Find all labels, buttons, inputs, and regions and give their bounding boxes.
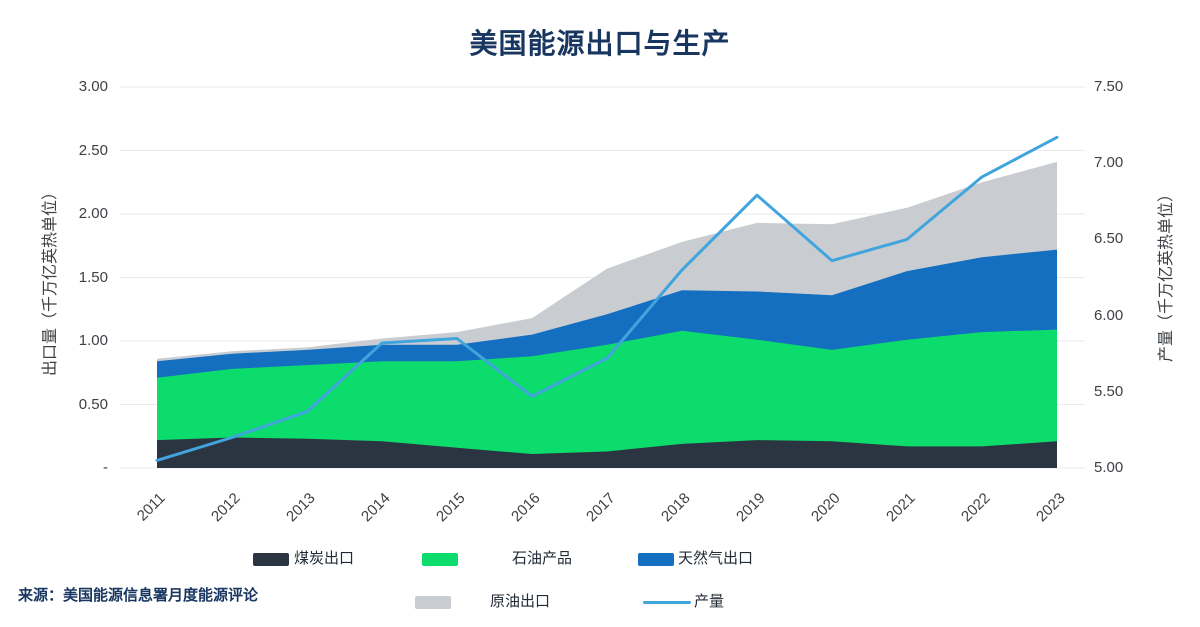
y-left-tick-label: 2.50 [78, 141, 108, 159]
y-left-tick-label: 1.50 [78, 268, 108, 286]
y-left-tick-label: 0.50 [78, 395, 108, 413]
y-left-tick-label: - [103, 459, 108, 476]
legend-label-petroleum: 石油产品 [512, 550, 573, 567]
source-text: 来源：美国能源信息署月度能源评论 [18, 587, 259, 604]
y-left-tick-label: 1.00 [78, 332, 108, 349]
y-right-tick-label: 7.00 [1094, 154, 1124, 172]
y-left-tick-label: 3.00 [78, 78, 108, 95]
y-right-tick-label: 7.50 [1094, 78, 1124, 95]
production-line [155, 135, 1059, 462]
legend-label-gas: 天然气出口 [678, 550, 754, 567]
area-petroleum [157, 329, 1057, 468]
legend-swatch-petroleum [422, 553, 458, 566]
y-left-tick-label: 2.00 [78, 205, 108, 222]
legend-swatch-gas [638, 553, 674, 566]
chart-title: 美国能源出口与生产 [469, 28, 731, 59]
legend-label-coal: 煤炭出口 [294, 550, 355, 567]
y-right-tick-label: 5.00 [1094, 459, 1124, 476]
legend-label-crude: 原油出口 [490, 593, 551, 610]
y-axis-right-title: 产量（千万亿英热单位） [1158, 186, 1175, 363]
y-right-tick-label: 6.50 [1094, 230, 1124, 248]
legend-swatch-production [643, 601, 691, 604]
y-right-tick-label: 6.00 [1094, 306, 1124, 324]
area-coal [157, 437, 1057, 468]
legend-swatch-coal [253, 553, 289, 566]
y-right-tick-label: 5.50 [1094, 382, 1124, 400]
legend-swatch-crude [415, 596, 451, 609]
legend-label-production: 产量 [694, 593, 725, 610]
